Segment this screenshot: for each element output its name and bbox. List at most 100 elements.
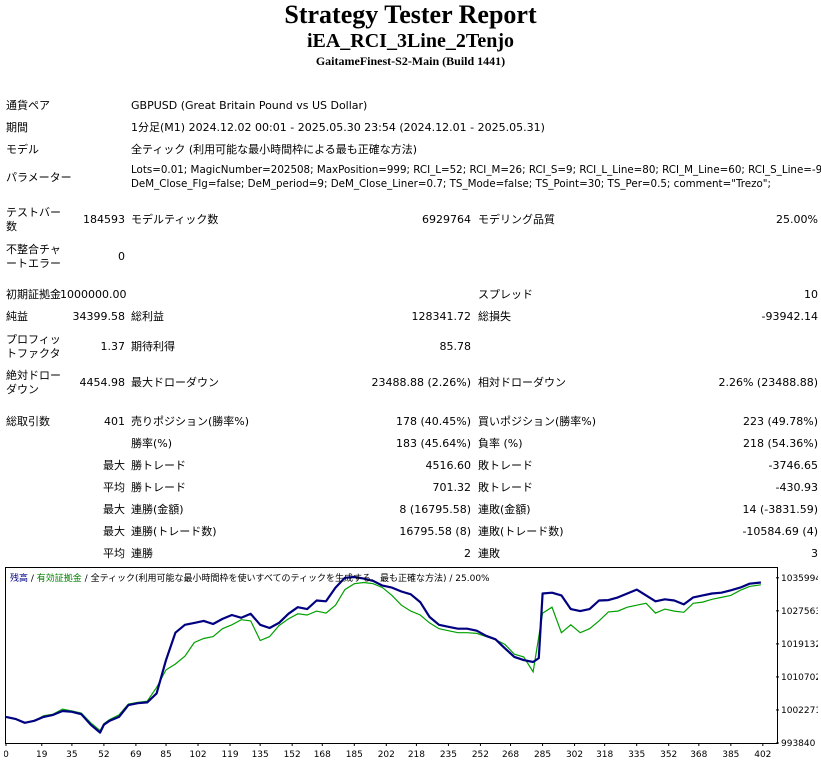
x-tick-label: 52 (98, 750, 109, 760)
total-trades-value: 401 (104, 415, 125, 428)
rel-drawdown-value: 2.26% (23488.88) (718, 376, 818, 389)
max-consec-loss-cnt-label: 連敗(トレード数) (478, 525, 564, 538)
quality-label: モデリング品質 (478, 213, 555, 226)
average-word: 平均 (103, 481, 125, 494)
params-line-2: DeM_Close_Flg=false; DeM_period=9; DeM_C… (131, 178, 771, 190)
x-tick-label: 102 (189, 750, 206, 760)
ticks-label: モデルティック数 (131, 213, 219, 226)
avg-consec-win-label: 連勝 (131, 547, 153, 560)
x-tick-label: 385 (722, 750, 739, 760)
max-consec-win-cnt-label: 連勝(トレード数) (131, 525, 217, 538)
largest-loss-label: 敗トレード (478, 459, 533, 472)
largest-win-label: 勝トレード (131, 459, 186, 472)
ea-name: iEA_RCI_3Line_2Tenjo (306, 30, 515, 52)
largest-loss-value: -3746.65 (768, 459, 818, 472)
profit-factor-label-1: プロフィッ (6, 333, 61, 346)
params-label: パラメーター (6, 171, 72, 184)
abs-drawdown-label-2: ダウン (6, 383, 39, 396)
model-value: 全ティック (利用可能な最小時間枠による最も正確な方法) (131, 143, 418, 156)
chart-plot-frame (5, 567, 778, 744)
avg-consec-win-value: 2 (464, 547, 471, 560)
x-tick-label: 318 (596, 750, 613, 760)
gross-loss-value: -93942.14 (761, 310, 818, 323)
legend-balance: 残高 (10, 574, 29, 584)
loss-pct-value: 218 (54.36%) (742, 437, 818, 450)
mismatch-value: 0 (118, 250, 125, 263)
x-tick-label: 135 (252, 750, 269, 760)
abs-drawdown-label-1: 絶対ドロー (6, 369, 61, 382)
avg-consec-loss-value: 3 (811, 547, 818, 560)
mismatch-label-2: ートエラー (6, 257, 61, 270)
x-tick-label: 252 (472, 750, 489, 760)
y-tick-label: 1019132 (781, 640, 818, 650)
avg-loss-label: 敗トレード (478, 481, 533, 494)
gross-profit-label: 総利益 (131, 310, 164, 323)
deposit-label: 初期証拠金 (6, 288, 61, 301)
profit-factor-value: 1.37 (100, 340, 126, 353)
x-tick-label: 402 (754, 750, 771, 760)
x-tick-label: 119 (221, 750, 238, 760)
report-title: Strategy Tester Report (284, 0, 537, 29)
period-value: 1分足(M1) 2024.12.02 00:01 - 2025.05.30 23… (131, 121, 545, 134)
ticks-value: 6929764 (422, 213, 471, 226)
x-tick-label: 302 (566, 750, 583, 760)
max-consec-amt-word: 最大 (103, 503, 125, 516)
spread-label: スプレッド (478, 288, 533, 301)
params-line-1: Lots=0.01; MagicNumber=202508; MaxPositi… (131, 164, 821, 176)
x-tick-label: 352 (660, 750, 677, 760)
gross-profit-value: 128341.72 (411, 310, 472, 323)
x-tick-label: 152 (284, 750, 301, 760)
rel-drawdown-label: 相対ドローダウン (478, 376, 566, 389)
legend-equity: 有効証拠金 (36, 574, 82, 584)
bars-label-2: 数 (6, 220, 17, 233)
spread-value: 10 (804, 288, 818, 301)
expected-payoff-label: 期待利得 (131, 340, 175, 353)
avg-loss-value: -430.93 (775, 481, 818, 494)
max-consec-win-cnt-value: 16795.58 (8) (399, 525, 471, 538)
x-tick-label: 69 (130, 750, 142, 760)
long-positions-value: 223 (49.78%) (742, 415, 818, 428)
net-profit-label: 純益 (6, 310, 28, 323)
symbol-label: 通貨ペア (6, 99, 50, 112)
loss-pct-label: 負率 (%) (478, 437, 523, 450)
short-positions-label: 売りポジション(勝率%) (131, 415, 250, 428)
max-consec-loss-cnt-value: -10584.69 (4) (742, 525, 818, 538)
legend-quality: / 25.00% (446, 574, 490, 584)
y-tick-label: 1035994 (781, 574, 818, 584)
legend-separator: / (28, 574, 37, 584)
y-axis-ticks: 1035994 1027563 1019132 1010702 1002271 99384… (776, 574, 818, 749)
profit-factor-label-2: トファクタ (6, 347, 61, 360)
max-drawdown-value: 23488.88 (2.26%) (371, 376, 471, 389)
max-drawdown-label: 最大ドローダウン (131, 376, 219, 389)
max-consec-loss-amt-label: 連敗(金額) (478, 503, 531, 516)
x-tick-label: 185 (346, 750, 363, 760)
avg-win-label: 勝トレード (131, 481, 186, 494)
model-label: モデル (6, 143, 39, 156)
win-pct-value: 183 (45.64%) (395, 437, 471, 450)
short-positions-value: 178 (40.45%) (395, 415, 471, 428)
x-tick-label: 19 (36, 750, 48, 760)
y-tick-label: 1010702 (781, 673, 818, 683)
quality-value: 25.00% (776, 213, 818, 226)
symbol-value: GBPUSD (Great Britain Pound vs US Dollar… (131, 99, 368, 112)
x-tick-label: 202 (378, 750, 395, 760)
bars-value: 184593 (83, 213, 125, 226)
long-positions-label: 買いポジション(勝率%) (478, 415, 597, 428)
x-axis-ticks: 0 19 35 52 69 85 102 119 135 152 168 185 202 218 235 25… (4, 743, 771, 760)
max-consec-cnt-word: 最大 (103, 525, 125, 538)
avg-win-value: 701.32 (432, 481, 472, 494)
period-label: 期間 (6, 121, 28, 134)
x-tick-label: 235 (440, 750, 457, 760)
avg-consec-loss-label: 連敗 (478, 547, 500, 560)
mismatch-label-1: 不整合チャ (6, 243, 61, 256)
y-tick-label: 993840 (781, 739, 816, 749)
balance-series-line (5, 575, 762, 734)
x-tick-label: 218 (408, 750, 425, 760)
abs-drawdown-value: 4454.98 (79, 376, 126, 389)
x-tick-label: 335 (628, 750, 645, 760)
y-tick-label: 1027563 (781, 607, 818, 617)
legend-model-description: 全ティック(利用可能な最小時間枠を使いすべてのティックを生成する、最も正確な方法… (90, 574, 447, 584)
x-tick-label: 35 (66, 750, 77, 760)
max-consec-win-amt-label: 連勝(金額) (131, 503, 184, 516)
x-tick-label: 368 (690, 750, 707, 760)
